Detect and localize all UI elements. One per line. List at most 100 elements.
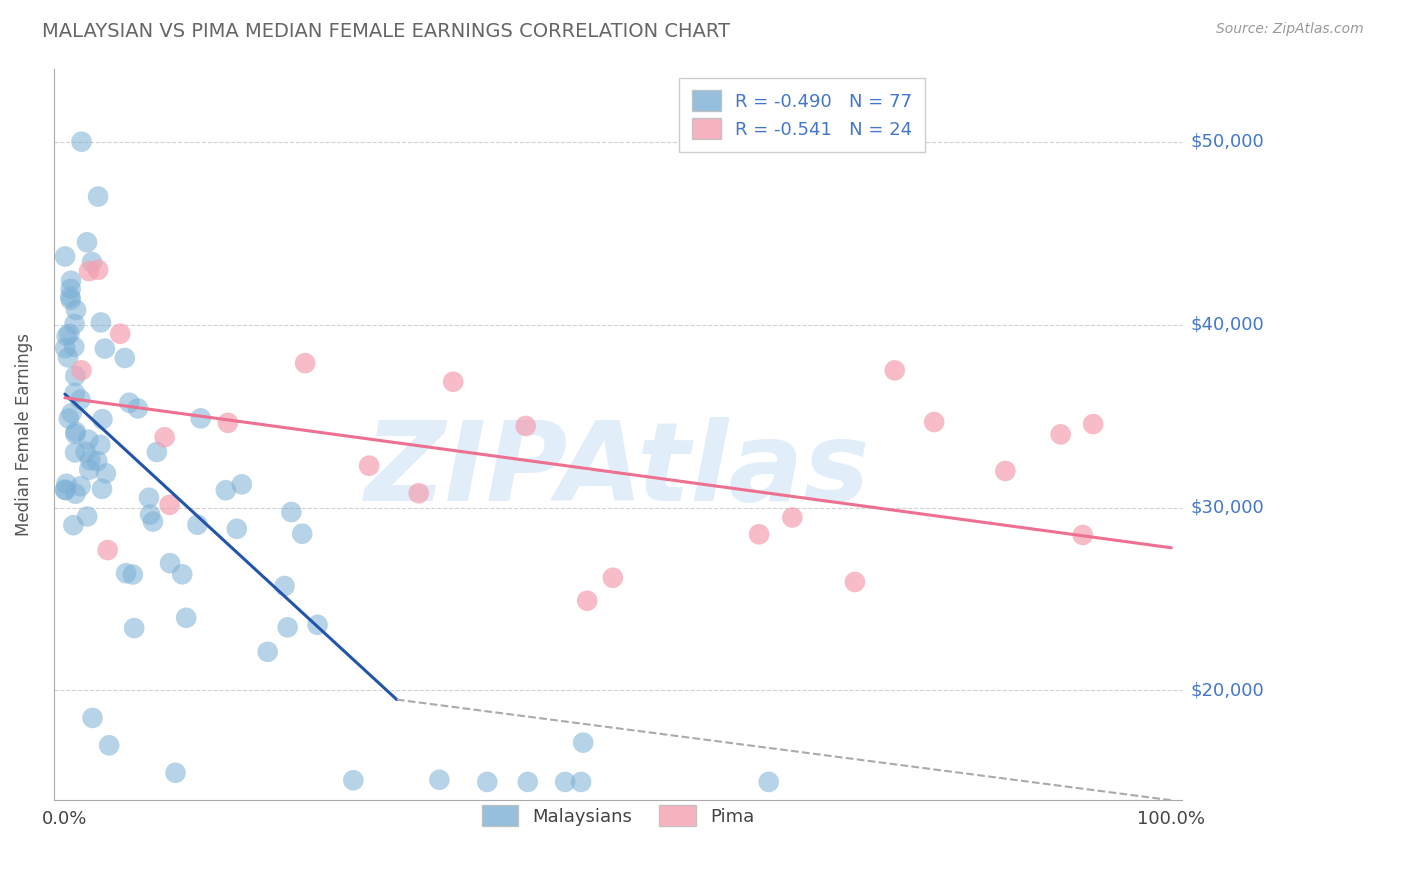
Text: $40,000: $40,000: [1191, 316, 1264, 334]
Point: [86, 454, 108, 468]
Point: [56, 351, 79, 365]
Point: [53, 483, 76, 497]
Point: [515, 419, 537, 434]
Point: [186, 517, 208, 532]
Point: [79, 453, 101, 467]
Point: [87, 262, 110, 277]
Point: [69, 479, 91, 493]
Point: [59, 282, 82, 296]
Point: [65, 425, 87, 439]
Point: [280, 505, 302, 519]
Point: [77, 264, 100, 278]
Point: [1049, 427, 1071, 442]
Point: [114, 351, 136, 365]
Point: [110, 326, 132, 341]
Point: [165, 765, 187, 780]
Point: [159, 498, 181, 512]
Point: [294, 356, 316, 370]
Point: [97, 543, 120, 558]
Point: [139, 508, 162, 522]
Point: [142, 515, 165, 529]
Text: Source: ZipAtlas.com: Source: ZipAtlas.com: [1216, 22, 1364, 37]
Point: [994, 464, 1017, 478]
Point: [60, 274, 83, 288]
Point: [59, 290, 82, 304]
Text: ZIPAtlas: ZIPAtlas: [366, 417, 870, 524]
Point: [572, 736, 595, 750]
Point: [70, 363, 93, 377]
Point: [91, 482, 114, 496]
Point: [883, 363, 905, 377]
Point: [408, 486, 430, 500]
Point: [58, 326, 80, 341]
Point: [277, 620, 299, 634]
Point: [138, 491, 160, 505]
Point: [69, 392, 91, 407]
Point: [55, 483, 77, 498]
Point: [94, 467, 117, 481]
Point: [55, 476, 77, 491]
Point: [427, 772, 450, 787]
Point: [441, 375, 464, 389]
Point: [602, 571, 624, 585]
Point: [256, 645, 278, 659]
Point: [60, 406, 83, 420]
Point: [748, 527, 770, 541]
Point: [65, 303, 87, 318]
Point: [53, 250, 76, 264]
Point: [146, 445, 169, 459]
Point: [62, 518, 84, 533]
Point: [307, 617, 329, 632]
Point: [782, 510, 804, 524]
Point: [231, 477, 253, 491]
Point: [77, 433, 100, 447]
Point: [576, 593, 599, 607]
Point: [174, 611, 197, 625]
Point: [190, 411, 212, 425]
Text: $50,000: $50,000: [1191, 133, 1264, 151]
Point: [477, 775, 499, 789]
Point: [91, 412, 114, 426]
Point: [70, 135, 93, 149]
Point: [1071, 528, 1094, 542]
Point: [90, 315, 112, 329]
Point: [273, 579, 295, 593]
Point: [76, 235, 98, 250]
Point: [153, 430, 176, 444]
Point: [121, 567, 143, 582]
Point: [82, 711, 104, 725]
Point: [516, 775, 538, 789]
Point: [115, 566, 138, 581]
Point: [758, 775, 780, 789]
Point: [122, 621, 145, 635]
Legend: Malaysians, Pima: Malaysians, Pima: [472, 797, 763, 835]
Point: [159, 556, 181, 570]
Text: $20,000: $20,000: [1191, 681, 1264, 699]
Point: [76, 509, 98, 524]
Point: [65, 486, 87, 500]
Point: [569, 775, 592, 789]
Point: [359, 458, 381, 473]
Point: [63, 317, 86, 331]
Point: [58, 411, 80, 425]
Point: [217, 416, 239, 430]
Point: [63, 427, 86, 442]
Point: [80, 255, 103, 269]
Point: [63, 445, 86, 459]
Text: $30,000: $30,000: [1191, 499, 1264, 516]
Point: [291, 526, 314, 541]
Point: [215, 483, 238, 498]
Point: [342, 773, 364, 788]
Point: [172, 567, 194, 582]
Point: [225, 522, 247, 536]
Point: [77, 463, 100, 477]
Point: [98, 739, 121, 753]
Point: [844, 574, 866, 589]
Point: [89, 438, 111, 452]
Y-axis label: Median Female Earnings: Median Female Earnings: [15, 333, 32, 536]
Text: MALAYSIAN VS PIMA MEDIAN FEMALE EARNINGS CORRELATION CHART: MALAYSIAN VS PIMA MEDIAN FEMALE EARNINGS…: [42, 22, 730, 41]
Point: [55, 329, 77, 343]
Point: [75, 445, 97, 459]
Point: [65, 368, 87, 383]
Point: [118, 396, 141, 410]
